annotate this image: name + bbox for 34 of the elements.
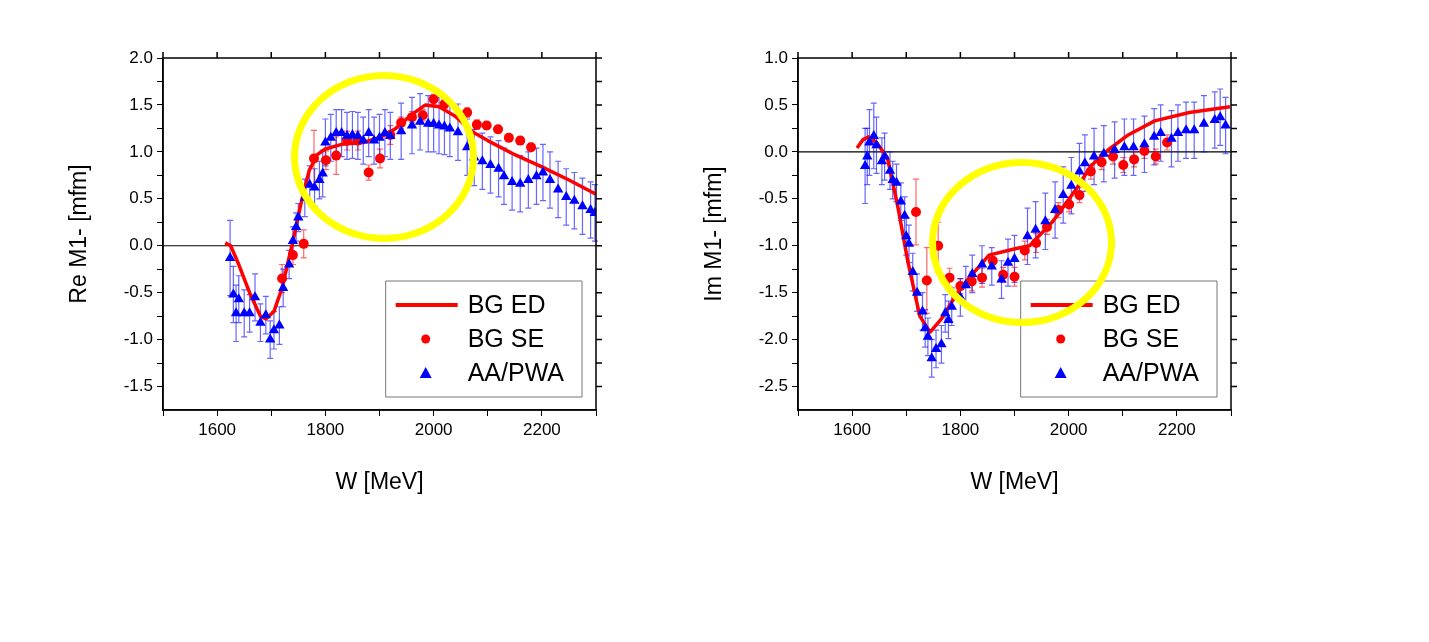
y-tick-label: -1.5 [758,282,788,302]
y-tick-label: 2.0 [129,47,153,67]
y-tick-label: -2.0 [758,329,788,349]
y-tick-label: -1.0 [758,235,788,255]
x-tick-label: 2000 [414,419,453,439]
y-tick-label: -1.0 [123,329,153,349]
y-tick-label: 0.0 [129,235,153,255]
legend-label: AA/PWA [1102,357,1200,386]
y-tick-label: 0.5 [129,188,153,208]
legend-label: BG SE [467,323,545,352]
y-tick-label: 1.0 [129,141,153,161]
y-tick-label: -2.5 [758,376,788,396]
x-tick-label: 1600 [833,419,872,439]
legend-label: AA/PWA [467,357,565,386]
x-tick-label: 1600 [198,419,237,439]
x-axis-title: W [MeV] [335,467,424,494]
legend-label: BG SE [1102,323,1180,352]
legend-label: BG ED [1102,289,1181,318]
y-tick-label: -0.5 [123,282,153,302]
x-tick-label: 1800 [941,419,980,439]
legend-label: BG ED [467,289,546,318]
x-tick-label: 1800 [306,419,345,439]
y-tick-label: 0.5 [764,94,788,114]
y-axis-title: Im M1- [mfm] [700,166,727,302]
y-tick-label: 1.0 [764,47,788,67]
x-tick-label: 2200 [1157,419,1196,439]
x-tick-label: 2200 [522,419,561,439]
y-axis-title: Re M1- [mfm] [65,164,92,304]
y-tick-label: -1.5 [123,376,153,396]
y-tick-label: 1.5 [129,94,153,114]
y-tick-label: -0.5 [758,188,788,208]
y-tick-label: 0.0 [764,141,788,161]
x-axis-title: W [MeV] [970,467,1059,494]
x-tick-label: 2000 [1049,419,1088,439]
